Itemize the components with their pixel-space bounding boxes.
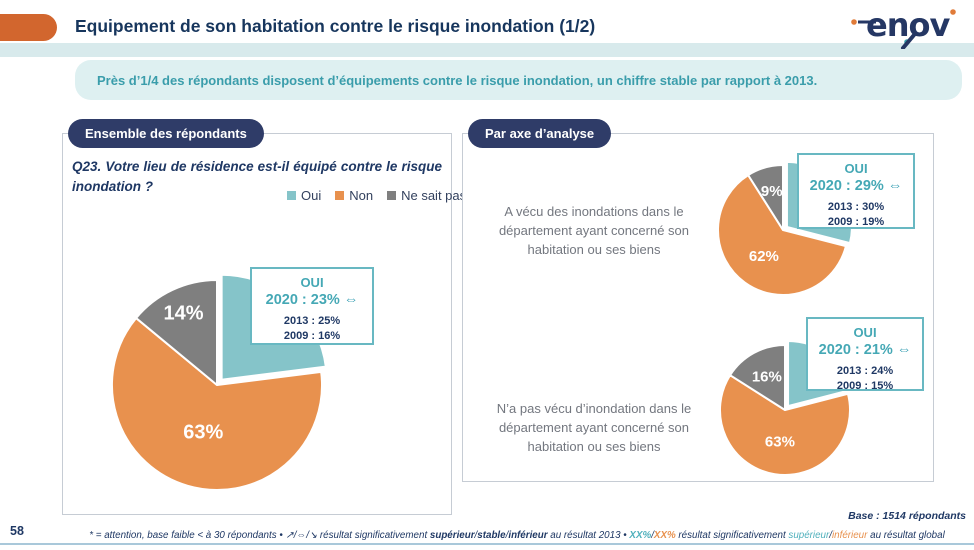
callout-current-value: 2020 : 29% — [809, 177, 884, 194]
pie-slice-ne-sait-pas — [135, 279, 218, 386]
pie-slice-ne-sait-pas — [729, 344, 786, 411]
legend-item-non: Non — [335, 188, 373, 203]
callout-history-2013: 2013 : 30% — [827, 200, 885, 213]
footnote-segment: XX% — [629, 530, 652, 541]
stable-arrow-icon: ⇔ — [896, 341, 912, 358]
footnote-segment: résultat significativement — [317, 530, 430, 541]
footnote-segment: inférieur — [832, 530, 868, 541]
callout-title: OUI — [853, 325, 877, 340]
footnote-segment: au résultat global — [867, 530, 945, 541]
footnote-segment: * = attention, base faible < à 30 répond… — [89, 530, 286, 541]
page-number: 58 — [10, 524, 24, 538]
subtitle-banner: Près d’1/4 des répondants disposent d’éq… — [75, 60, 962, 100]
enov-logo: enov — [851, 6, 956, 49]
callout-history-2013: 2013 : 25% — [283, 314, 341, 327]
pie-slice-non — [719, 374, 851, 476]
footnote-segment: / — [505, 530, 509, 541]
footnote-segment: supérieur — [429, 530, 475, 541]
legend-item-ne-sait-pas: Ne sait pas — [387, 188, 466, 203]
callout-current-value: 2020 : 21% — [818, 341, 893, 358]
logo-text: enov — [866, 6, 950, 44]
footnote-segment: stable — [477, 530, 506, 541]
page-title: Equipement de son habitation contre le r… — [75, 16, 596, 36]
footnote: * = attention, base faible < à 30 répond… — [60, 530, 974, 541]
pie-value-label: 62% — [749, 248, 779, 265]
legend-item-oui: Oui — [287, 188, 321, 203]
legend: Oui Non Ne sait pas — [287, 188, 466, 203]
oui-callout-ensemble: OUI 2020 : 23% ⇔ 2013 : 25% 2009 : 16% — [250, 267, 374, 345]
pie-value-label: 16% — [752, 368, 782, 385]
axis-row-label-pas-vecu: N’a pas vécu d’inondation dans le départ… — [496, 401, 692, 454]
pie-slice-non — [717, 174, 847, 296]
callout-title: OUI — [844, 161, 868, 176]
subtitle-text: Près d’1/4 des répondants disposent d’éq… — [97, 72, 818, 88]
oui-callout-pas-vecu: OUI 2020 : 21% ⇔ 2013 : 24% 2009 : 15% — [806, 317, 924, 392]
pie-value-label: 9% — [761, 183, 783, 200]
footnote-segment: XX% — [653, 530, 676, 541]
footnote-segment: / — [651, 530, 654, 541]
bottom-rule — [0, 543, 974, 545]
pie-value-label: 63% — [765, 434, 795, 451]
logo-orange-dot-right — [950, 9, 956, 15]
oui-callout-vecu: OUI 2020 : 29% ⇔ 2013 : 30% 2009 : 19% — [797, 153, 915, 229]
callout-current-value: 2020 : 23% — [265, 291, 340, 308]
callout-history-2009: 2009 : 19% — [827, 215, 885, 228]
footnote-segment: au résultat 2013 • — [547, 530, 630, 541]
legend-swatch-oui — [287, 191, 296, 200]
legend-label-ne-sait-pas: Ne sait pas — [401, 188, 467, 203]
pie-value-label: 14% — [163, 303, 203, 325]
footnote-segment: / — [829, 530, 832, 541]
axis-badge: Par axe d’analyse — [468, 119, 612, 148]
pie-value-label: 63% — [183, 421, 223, 443]
callout-history-2013: 2013 : 24% — [836, 364, 894, 377]
footnote-segment: / — [474, 530, 478, 541]
footnote-segment: inférieur — [508, 530, 548, 541]
footnote-segment: résultat significativement — [675, 530, 789, 541]
base-note: Base : 1514 répondants — [848, 510, 966, 522]
legend-swatch-non — [335, 191, 345, 200]
pie-slice-ne-sait-pas — [747, 164, 784, 231]
ensemble-badge: Ensemble des répondants — [68, 119, 264, 148]
stable-arrow-icon: ⇔ — [343, 291, 359, 308]
callout-current: 2020 : 21% ⇔ — [808, 341, 922, 359]
footnote-segment: ↗/⇔/↘ — [285, 530, 318, 541]
ensemble-pie-chart: 63% 14% — [111, 273, 327, 491]
logo-orange-dot-left — [851, 19, 857, 25]
callout-title: OUI — [300, 275, 324, 290]
legend-swatch-ne-sait-pas — [387, 191, 397, 200]
logo-magnifier-handle-icon — [901, 33, 916, 49]
header-teal-band — [0, 43, 974, 57]
callout-history-2009: 2009 : 15% — [836, 379, 894, 392]
pie-slice-non — [111, 317, 323, 491]
callout-history-2009: 2009 : 16% — [283, 329, 341, 342]
header-accent-bar — [0, 14, 57, 41]
legend-label-non: Non — [349, 188, 374, 203]
callout-current: 2020 : 29% ⇔ — [799, 177, 913, 195]
question-text: Q23. Votre lieu de résidence est-il équi… — [72, 159, 442, 195]
footnote-segment: supérieur — [788, 530, 830, 541]
stable-arrow-icon: ⇔ — [887, 177, 903, 194]
axis-row-label-vecu: A vécu des inondations dans le départeme… — [498, 204, 690, 257]
legend-label-oui: Oui — [301, 188, 322, 203]
callout-current: 2020 : 23% ⇔ — [252, 291, 372, 309]
